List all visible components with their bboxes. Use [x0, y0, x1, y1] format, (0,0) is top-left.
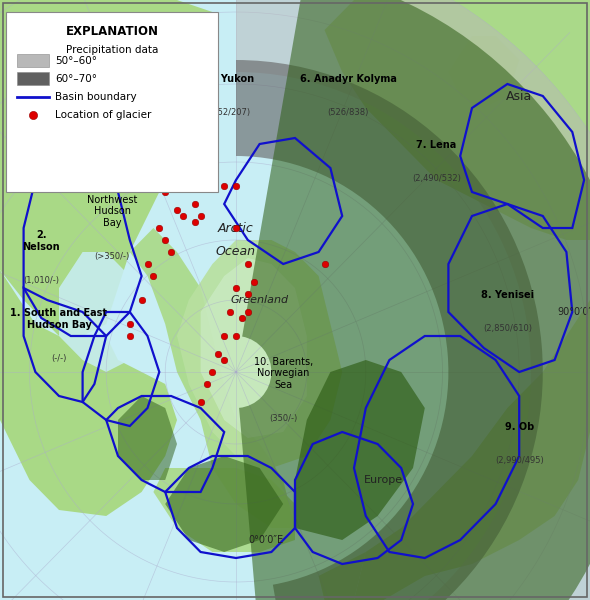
Text: 6. Anadyr Kolyma: 6. Anadyr Kolyma	[300, 74, 396, 84]
Text: Europe: Europe	[364, 475, 403, 485]
Point	[208, 367, 217, 377]
Point	[243, 289, 253, 299]
Polygon shape	[319, 552, 366, 600]
Polygon shape	[59, 252, 142, 372]
Text: Location of glacier: Location of glacier	[55, 110, 152, 119]
Text: 7. Lena: 7. Lena	[417, 140, 457, 150]
Polygon shape	[448, 36, 519, 108]
Wedge shape	[236, 0, 590, 600]
Polygon shape	[130, 228, 295, 528]
Point	[243, 307, 253, 317]
Point	[243, 259, 253, 269]
Polygon shape	[201, 258, 307, 438]
Text: (2,850/610): (2,850/610)	[483, 324, 532, 333]
Point	[184, 169, 194, 179]
Point	[219, 355, 229, 365]
Point	[231, 181, 241, 191]
Text: Ocean: Ocean	[216, 245, 256, 259]
Wedge shape	[236, 60, 543, 600]
Point	[137, 295, 146, 305]
Point	[208, 151, 217, 161]
Text: Arctic: Arctic	[218, 221, 254, 235]
Point	[143, 259, 152, 269]
Text: Asia: Asia	[506, 89, 532, 103]
Polygon shape	[324, 0, 590, 240]
Text: 10. Barents,
Norwegian
Sea: 10. Barents, Norwegian Sea	[254, 357, 313, 390]
Text: 8. Yenisei: 8. Yenisei	[481, 290, 534, 300]
Point	[237, 313, 247, 323]
FancyBboxPatch shape	[6, 12, 218, 192]
Polygon shape	[118, 396, 177, 480]
Text: (1,010/-): (1,010/-)	[23, 276, 60, 285]
Text: North America: North America	[8, 125, 99, 139]
Point	[160, 235, 170, 245]
Text: 9. Ob: 9. Ob	[504, 422, 534, 432]
Text: (>350/-): (>350/-)	[94, 252, 130, 261]
Polygon shape	[177, 240, 342, 468]
Bar	[17, 72, 49, 85]
Point	[125, 319, 135, 329]
Point	[202, 379, 211, 389]
Polygon shape	[354, 300, 590, 600]
Text: Basin boundary: Basin boundary	[55, 92, 137, 101]
Point	[172, 205, 182, 215]
Point	[249, 277, 258, 287]
Polygon shape	[0, 0, 212, 336]
Polygon shape	[295, 360, 425, 540]
Text: 4. Mackenzie: 4. Mackenzie	[123, 140, 195, 150]
Wedge shape	[239, 0, 590, 600]
Text: 90°0′0″E: 90°0′0″E	[558, 307, 590, 317]
Text: (-/-): (-/-)	[51, 354, 67, 363]
Text: (350/-): (350/-)	[269, 414, 297, 423]
Point	[125, 331, 135, 341]
Polygon shape	[165, 456, 283, 552]
Point	[196, 211, 205, 221]
Text: 1. South and East
Hudson Bay: 1. South and East Hudson Bay	[11, 308, 107, 330]
Text: (2,490/532): (2,490/532)	[412, 174, 461, 183]
Point	[231, 283, 241, 293]
Point	[28, 110, 38, 119]
Text: 3.
Northwest
Hudson
Bay: 3. Northwest Hudson Bay	[87, 183, 137, 228]
Text: 60°–70°: 60°–70°	[55, 74, 97, 83]
Point	[149, 271, 158, 281]
Text: 5. Yukon: 5. Yukon	[206, 74, 254, 84]
Text: 2.
Nelson: 2. Nelson	[22, 230, 60, 252]
Point	[196, 397, 205, 407]
Point	[160, 187, 170, 197]
Text: EXPLANATION: EXPLANATION	[65, 25, 159, 38]
Text: Greenland: Greenland	[231, 295, 289, 305]
Polygon shape	[0, 270, 177, 516]
Point	[214, 349, 223, 359]
Point	[190, 217, 199, 227]
Text: 0°0′0″E: 0°0′0″E	[248, 535, 283, 545]
Point	[155, 223, 164, 233]
Polygon shape	[153, 468, 295, 552]
Point	[178, 211, 188, 221]
Point	[225, 307, 235, 317]
Text: Precipitation data: Precipitation data	[66, 45, 158, 55]
Point	[320, 259, 329, 269]
Bar	[17, 54, 49, 67]
Point	[219, 331, 229, 341]
Point	[166, 247, 176, 257]
Point	[231, 331, 241, 341]
Text: 50°–60°: 50°–60°	[55, 56, 97, 65]
Text: (2,990/495): (2,990/495)	[495, 456, 543, 465]
Point	[231, 223, 241, 233]
Text: (1,800/350): (1,800/350)	[135, 174, 184, 183]
Point	[219, 181, 229, 191]
Text: (526/838): (526/838)	[327, 108, 369, 117]
Point	[172, 175, 182, 185]
Point	[190, 199, 199, 209]
Text: (852/207): (852/207)	[209, 108, 251, 117]
